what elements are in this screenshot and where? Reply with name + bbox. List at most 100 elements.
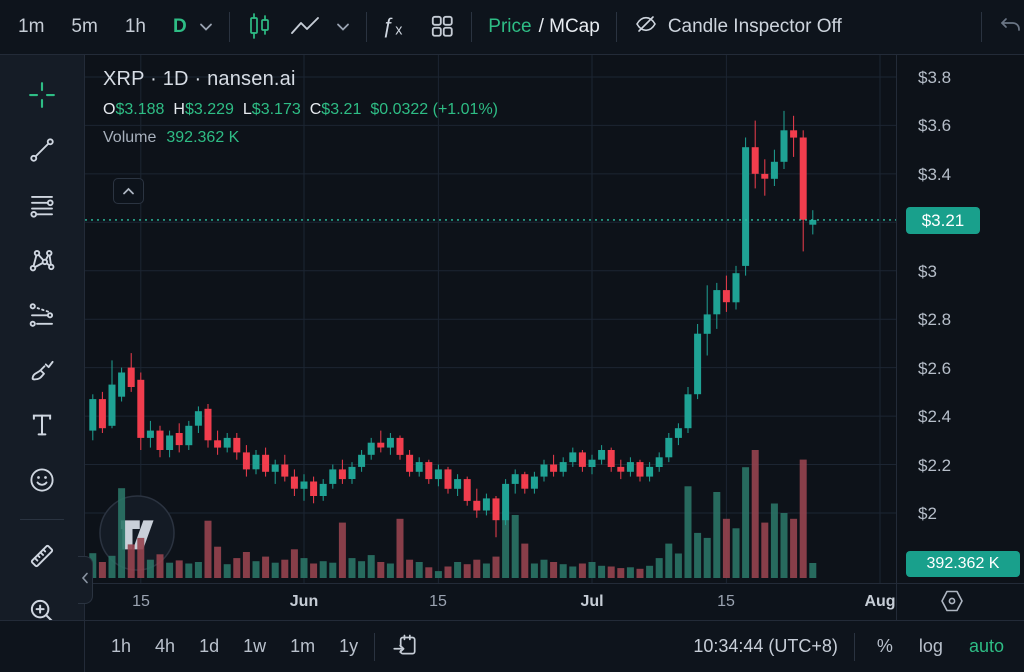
legend-collapse-button[interactable]	[113, 178, 144, 204]
chart-legend: XRP · 1D · nansen.ai O$3.188 H$3.229 L$3.1…	[103, 68, 498, 204]
text-icon	[27, 410, 57, 443]
mcap-mode-label[interactable]: / MCap	[538, 16, 600, 37]
drawing-toolbar	[0, 55, 85, 672]
price-tick-label: $2.8	[918, 310, 952, 329]
log-scale-button[interactable]: log	[918, 636, 943, 656]
layout-grid-icon	[429, 13, 455, 42]
tool-brush[interactable]	[19, 348, 65, 394]
low-label: L	[242, 101, 252, 118]
undo-icon	[998, 15, 1022, 40]
volume-badge: 392.362 K	[906, 551, 1020, 577]
indicators-button[interactable]: ƒₓ	[383, 15, 404, 39]
xabcd-pattern-icon	[27, 245, 57, 278]
toolbar-divider	[471, 12, 473, 42]
brush-icon	[27, 355, 57, 388]
range-group: 1h 4h 1d 1w 1m 1y	[111, 636, 358, 657]
tool-projection[interactable]	[19, 293, 65, 339]
candlestick-plot[interactable]	[85, 55, 896, 583]
line-chart-icon	[290, 15, 320, 40]
symbol-title[interactable]: XRP · 1D · nansen.ai	[103, 68, 296, 90]
fx-icon: ƒₓ	[382, 15, 404, 38]
range-1d[interactable]: 1d	[199, 636, 220, 656]
ruler-icon	[27, 541, 57, 574]
interval-dropdown-button[interactable]	[199, 20, 213, 35]
interval-group: 1m 5m 1h D	[18, 16, 187, 38]
toolbar-divider	[615, 12, 617, 42]
tool-horizontal-lines[interactable]	[19, 183, 65, 229]
tool-crosshair[interactable]	[19, 73, 65, 119]
tool-xabcd-pattern[interactable]	[19, 238, 65, 284]
layout-grid-button[interactable]	[429, 13, 455, 42]
percent-scale-button[interactable]: %	[876, 636, 893, 656]
interval-1h[interactable]: 1h	[124, 16, 146, 37]
crosshair-icon	[27, 80, 57, 113]
price-mode-label[interactable]: Price	[488, 16, 532, 37]
volume-value: 392.362 K	[166, 129, 240, 146]
interval-1m[interactable]: 1m	[18, 16, 45, 37]
footer-divider	[374, 632, 376, 661]
time-axis-corner	[896, 584, 1024, 620]
range-1m[interactable]: 1m	[290, 636, 316, 656]
price-tick-label: $2.2	[918, 456, 952, 475]
range-4h[interactable]: 4h	[155, 636, 176, 656]
chart-settings-button[interactable]	[938, 588, 966, 617]
bottom-toolbar: 1h 4h 1d 1w 1m 1y 10:34:44 (UTC+8) % log auto	[0, 620, 1024, 672]
toolbar-divider	[228, 12, 230, 42]
toolbar-divider	[365, 12, 367, 42]
price-tick-label: $3.6	[918, 116, 952, 135]
price-axis[interactable]: $3.8 $3.6 $3.4 $3 $2.8 $2.6 $2.4 $2.2 $2 $3.21 3…	[896, 55, 1024, 583]
goto-date-button[interactable]	[391, 632, 419, 661]
range-1y[interactable]: 1y	[339, 636, 359, 656]
auto-scale-button[interactable]: auto	[968, 636, 1004, 656]
time-tick-label: Jul	[580, 593, 604, 610]
style-dropdown-button[interactable]	[336, 20, 350, 35]
tool-trend-line[interactable]	[19, 128, 65, 174]
high-label: H	[173, 101, 185, 118]
interval-D[interactable]: D	[172, 16, 187, 37]
last-price-badge: $3.21	[906, 207, 980, 234]
ohlc-row: O$3.188 H$3.229 L$3.173 C$3.21 $0.0322 (+1.0…	[103, 101, 498, 119]
high-value: $3.229	[184, 101, 234, 118]
line-style-button[interactable]	[290, 15, 320, 40]
emoji-icon	[27, 465, 57, 498]
footer-divider	[853, 632, 855, 661]
time-tick-label: Jun	[289, 593, 319, 610]
top-toolbar: 1m 5m 1h D ƒₓ	[0, 0, 1024, 55]
time-axis[interactable]: 15 Jun 15 Jul 15 Aug	[85, 583, 1024, 620]
candle-inspector-toggle[interactable]: Candle Inspector Off	[633, 12, 842, 42]
tool-measure[interactable]	[19, 534, 65, 580]
candle-inspector-label: Candle Inspector Off	[667, 16, 842, 37]
chevron-down-icon	[199, 20, 213, 35]
clock[interactable]: 10:34:44 (UTC+8)	[693, 636, 838, 656]
price-tick-label: $3.8	[918, 68, 952, 87]
candle-style-button[interactable]	[246, 12, 272, 43]
volume-label: Volume	[103, 129, 157, 146]
price-tick-label: $3	[918, 262, 937, 281]
undo-button[interactable]	[998, 15, 1022, 40]
low-value: $3.173	[251, 101, 301, 118]
hexagon-settings-icon	[938, 588, 966, 617]
close-value: $3.21	[321, 101, 362, 118]
chevron-up-icon	[122, 184, 135, 199]
price-mcap-toggle[interactable]: Price / MCap	[488, 16, 600, 38]
time-tick-label: 15	[429, 593, 447, 610]
chevron-left-icon	[81, 571, 89, 589]
time-tick-label: Aug	[864, 593, 896, 610]
chevron-down-icon	[336, 20, 350, 35]
horizontal-lines-icon	[27, 190, 57, 223]
range-1w[interactable]: 1w	[243, 636, 267, 656]
chart-area[interactable]: XRP · 1D · nansen.ai O$3.188 H$3.229 L$3.1…	[85, 55, 896, 583]
time-tick-label: 15	[132, 593, 150, 610]
sidebar-collapse-handle[interactable]	[78, 556, 93, 604]
tool-emoji[interactable]	[19, 458, 65, 504]
range-1h[interactable]: 1h	[111, 636, 132, 656]
candlestick-icon	[246, 12, 272, 43]
tool-text[interactable]	[19, 403, 65, 449]
toolbar-divider	[981, 12, 982, 42]
interval-5m[interactable]: 5m	[71, 16, 98, 37]
open-label: O	[103, 101, 116, 118]
price-tick-label: $2.6	[918, 359, 952, 378]
price-tick-label: $3.4	[918, 165, 952, 184]
volume-row: Volume 392.362 K	[103, 129, 498, 147]
footer-spacer	[0, 621, 85, 672]
